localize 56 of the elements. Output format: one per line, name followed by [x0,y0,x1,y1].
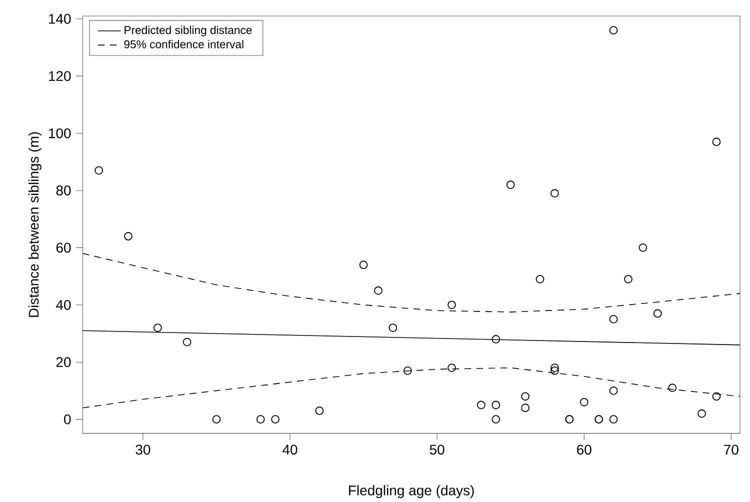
point [153,324,162,332]
legend-label: 95% confidence interval [124,40,244,48]
point [315,406,324,415]
point [212,415,221,424]
y-tick-label: 20 [56,357,71,368]
point [182,338,192,346]
point [609,415,618,424]
point [403,366,412,375]
point [580,398,588,406]
x-tick-label: 60 [577,444,592,455]
x-tick-label: 40 [282,444,298,455]
point [492,335,500,344]
y-tick-label: 100 [49,128,71,138]
point [521,404,530,412]
y-tick-label: 40 [56,300,71,310]
point [521,392,530,401]
point [448,300,456,310]
point [712,392,721,401]
point [712,138,721,146]
x-axis-title: Fledgling age (days) [349,485,474,498]
point [506,180,515,189]
point [668,384,677,392]
point [609,26,618,34]
point [624,274,632,284]
x-tick-label: 30 [136,444,150,455]
x-tick-label: 50 [430,444,444,455]
legend-label: Predicted sibling distance [124,26,252,36]
point [638,243,648,252]
y-tick-label: 120 [49,71,71,82]
y-tick-label: 140 [49,14,71,24]
point [492,400,500,410]
point [94,166,104,175]
point [256,415,265,424]
y-tick-label: 80 [56,186,71,196]
point [492,415,500,424]
point [550,189,559,198]
point [476,400,486,410]
point [359,260,368,270]
y-axis-title: Distance between siblings (m) [28,132,42,317]
point [388,324,398,332]
y-tick-label: 60 [56,242,71,253]
point [448,364,456,372]
point [536,274,544,284]
x-tick-label: 70 [724,444,738,455]
line-series [82,367,740,408]
point [653,309,662,318]
point [609,314,618,324]
point [698,409,706,418]
point [271,415,280,424]
point [124,232,132,240]
point [609,386,618,395]
point [550,366,559,375]
point [550,364,559,372]
line-series [82,253,740,312]
y-tick-label: 0 [64,414,71,424]
point [374,286,382,295]
